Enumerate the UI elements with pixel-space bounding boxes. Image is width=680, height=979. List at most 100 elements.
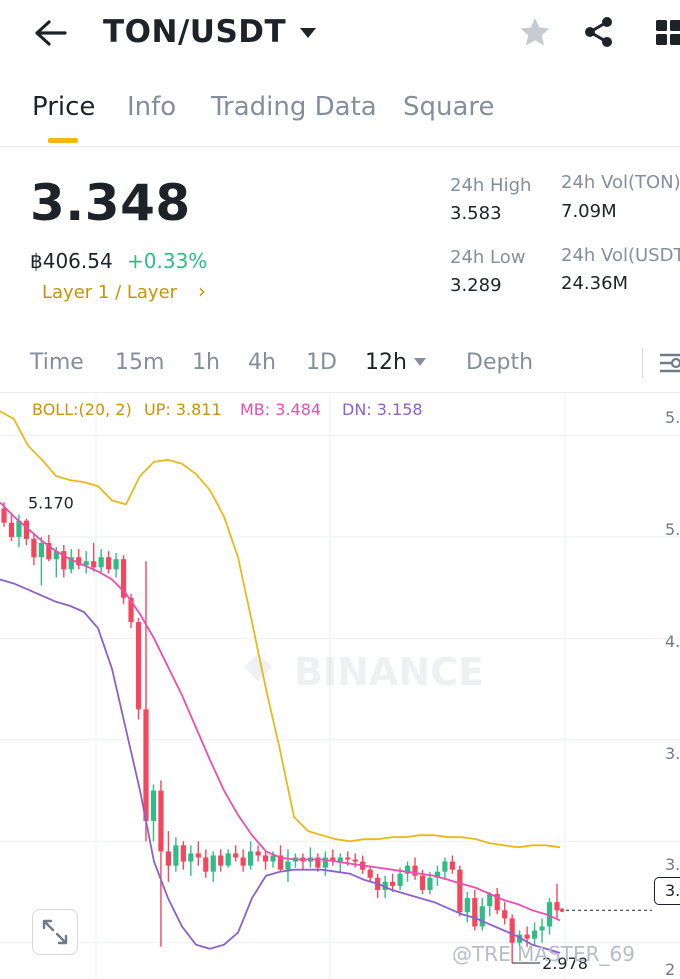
candle-body xyxy=(487,894,493,907)
timeframe-15m[interactable]: 15m xyxy=(115,350,165,375)
candle-body xyxy=(434,871,441,878)
top-bar: TON/USDT xyxy=(0,0,680,70)
candle-body xyxy=(427,877,433,890)
tab-info[interactable]: Info xyxy=(127,92,177,122)
timeframe-1d[interactable]: 1D xyxy=(306,350,337,375)
timeframe-time[interactable]: Time xyxy=(30,350,84,375)
main-tabs: Price Info Trading Data Square xyxy=(0,84,680,147)
chevron-right-icon[interactable]: › xyxy=(198,279,206,303)
candle-body xyxy=(165,851,172,866)
candle-body xyxy=(277,855,284,870)
candle-body xyxy=(539,926,545,931)
candle-body xyxy=(203,857,209,872)
candle-body xyxy=(248,851,254,866)
candle-body xyxy=(113,559,119,570)
chart-top-border xyxy=(0,392,680,393)
candle-body xyxy=(315,857,321,868)
candle-body xyxy=(337,857,343,862)
candle-body xyxy=(330,857,336,862)
high-label: 24h High xyxy=(450,175,532,196)
timeframe-caret-icon[interactable] xyxy=(413,357,427,367)
candle-body xyxy=(270,855,276,862)
candle-body xyxy=(442,861,448,872)
current-price-dot xyxy=(560,908,564,913)
candle-body xyxy=(524,934,530,939)
timeframe-12h[interactable]: 12h xyxy=(365,350,407,375)
caret-down-icon[interactable] xyxy=(298,26,318,40)
candle-body xyxy=(352,859,358,862)
timeframe-1h[interactable]: 1h xyxy=(192,350,220,375)
candle-body xyxy=(449,861,455,870)
y-axis-label: 2 xyxy=(665,960,676,979)
candle-body xyxy=(517,934,523,943)
tab-trading-data[interactable]: Trading Data xyxy=(211,92,377,122)
candle-body xyxy=(195,853,201,858)
candle-body xyxy=(158,790,164,852)
tab-square[interactable]: Square xyxy=(403,92,495,122)
candle-body xyxy=(135,622,142,710)
candle-body xyxy=(255,851,261,856)
candle-body xyxy=(225,853,231,866)
candle-body xyxy=(91,561,97,568)
expand-icon xyxy=(42,919,68,945)
boll-mb: MB: 3.484 xyxy=(240,400,322,419)
candle-body xyxy=(404,865,411,874)
grid-icon[interactable] xyxy=(654,18,680,48)
candle-body xyxy=(61,551,67,570)
candle-body xyxy=(143,709,149,821)
candle-body xyxy=(457,869,463,913)
timeframe-4h[interactable]: 4h xyxy=(248,350,276,375)
candle-body xyxy=(120,559,127,598)
candle-body xyxy=(76,557,82,566)
candle-body xyxy=(233,853,239,858)
candle-body xyxy=(419,875,426,890)
timeframe-divider xyxy=(642,348,643,378)
min-price-label: 2.978 xyxy=(542,954,588,973)
boll-dn: DN: 3.158 xyxy=(342,400,423,419)
candle-body xyxy=(554,902,560,911)
vol-base-label: 24h Vol(TON) xyxy=(561,172,680,193)
candle-body xyxy=(382,881,388,890)
star-icon[interactable] xyxy=(518,16,552,48)
vol-quote-value: 24.36M xyxy=(561,273,629,294)
y-axis-label: 4. xyxy=(665,632,680,651)
candle-body xyxy=(412,865,418,876)
last-price: 3.348 xyxy=(30,174,191,232)
back-arrow-icon[interactable] xyxy=(34,18,68,48)
candle-body xyxy=(180,845,186,862)
candle-body xyxy=(173,845,179,866)
candle-body xyxy=(285,861,291,870)
candle-body xyxy=(210,855,216,872)
candle-body xyxy=(531,930,538,939)
y-axis-label: 3. xyxy=(665,855,680,874)
candle-body xyxy=(188,853,194,862)
candle-body xyxy=(150,790,157,821)
candle-body xyxy=(494,894,500,911)
boll-middle-line xyxy=(0,501,561,922)
candle-body xyxy=(218,855,224,866)
candle-body xyxy=(502,910,508,919)
active-tab-indicator xyxy=(48,138,78,143)
vol-base-value: 7.09M xyxy=(561,201,617,222)
tab-price[interactable]: Price xyxy=(32,92,96,122)
binance-watermark: BINANCE xyxy=(244,650,484,694)
candle-body xyxy=(68,557,74,570)
candle-body xyxy=(509,918,515,943)
post-watermark: @TRE MASTER_69 xyxy=(452,942,635,966)
candle-body xyxy=(8,522,15,537)
y-axis-label: 5. xyxy=(665,520,680,539)
candle-body xyxy=(23,520,30,539)
category-tag[interactable]: Layer 1 / Layer xyxy=(42,282,178,303)
share-icon[interactable] xyxy=(582,15,616,49)
timeframe-depth[interactable]: Depth xyxy=(466,350,534,375)
pair-title[interactable]: TON/USDT xyxy=(103,14,287,50)
current-price-axis-tag: 3. xyxy=(654,877,680,905)
candle-body xyxy=(128,597,134,623)
fullscreen-button[interactable] xyxy=(32,909,78,955)
candle-body xyxy=(479,906,485,927)
candlestick-chart[interactable]: BINANCE 5.170 2.978 xyxy=(0,393,680,979)
chart-settings-icon[interactable] xyxy=(658,351,680,375)
candle-body xyxy=(345,857,351,860)
candle-body xyxy=(1,508,7,523)
price-change: +0.33% xyxy=(127,249,208,273)
